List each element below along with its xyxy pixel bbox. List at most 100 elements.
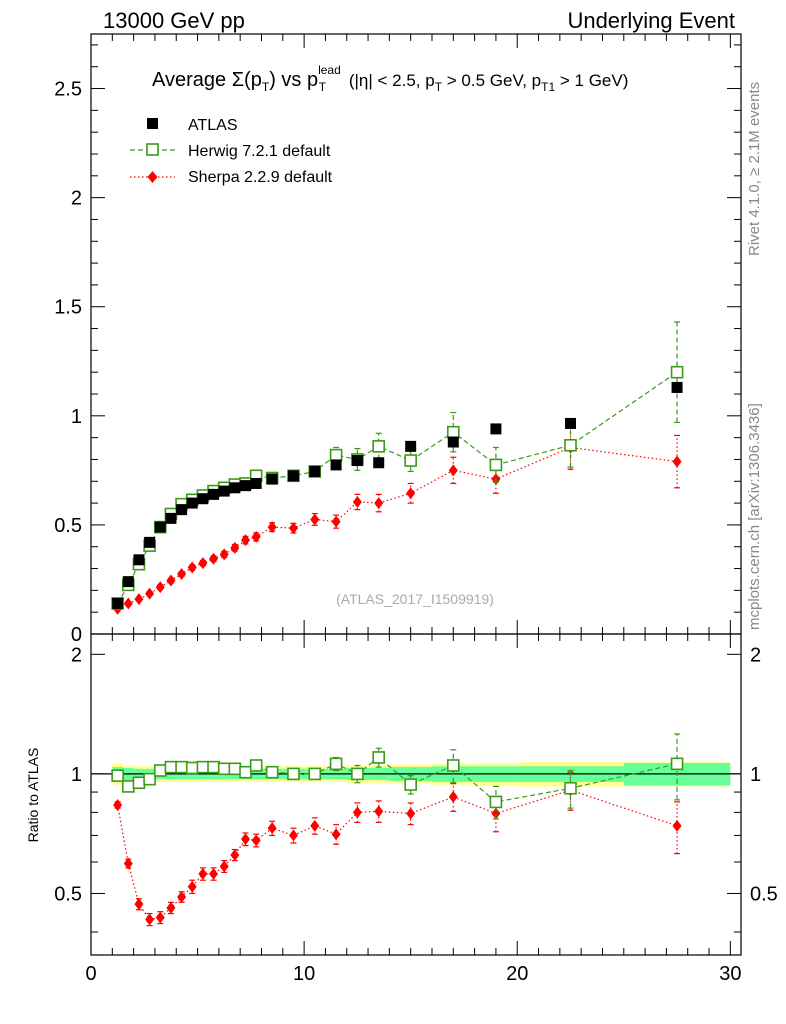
x-tick-label: 0 <box>85 963 96 985</box>
sherpa-point <box>406 487 416 500</box>
analysis-label: (ATLAS_2017_I1509919) <box>336 591 494 607</box>
herwig-ratio-point <box>265 765 279 779</box>
sherpa-point <box>155 581 165 594</box>
herwig-point <box>489 458 503 472</box>
x-tick-label: 30 <box>719 963 741 985</box>
x-tick-label: 10 <box>293 963 315 985</box>
atlas-point <box>250 477 262 489</box>
sherpa-ratio-point <box>448 790 458 803</box>
atlas-point <box>186 497 198 509</box>
sherpa-point <box>331 515 341 528</box>
legend-herwig-marker <box>146 143 159 156</box>
sherpa-ratio-point <box>113 799 123 812</box>
legend: ATLAS Herwig 7.2.1 default Sherpa 2.2.9 … <box>130 117 333 186</box>
title-sup-lead: lead <box>318 63 341 77</box>
title-cut2: > 0.5 GeV, p <box>442 71 541 90</box>
herwig-ratio-point <box>175 760 188 774</box>
main-y-tick-label: 1 <box>71 406 82 428</box>
legend-atlas-label: ATLAS <box>188 117 238 134</box>
herwig-ratio-point <box>111 769 124 782</box>
main-y-tick-label: 2.5 <box>54 79 82 101</box>
sherpa-ratio-point <box>491 807 501 820</box>
sherpa-ratio-point <box>672 819 682 832</box>
herwig-ratio-point <box>446 759 460 772</box>
sherpa-point <box>374 497 384 510</box>
header-left: 13000 GeV pp <box>103 8 245 33</box>
main-y-tick-label: 0 <box>71 624 82 646</box>
atlas-point <box>229 482 241 494</box>
x-tick-label: 20 <box>506 963 528 985</box>
title-cut1: (|η| < 2.5, p <box>344 71 435 90</box>
main-y-tick-label: 1.5 <box>54 297 82 319</box>
atlas-point <box>266 473 278 485</box>
atlas-point <box>671 381 683 393</box>
sherpa-point <box>219 548 229 561</box>
sherpa-ratio-point <box>187 880 197 893</box>
sherpa-ratio-point <box>331 828 341 841</box>
herwig-ratio-point <box>287 767 300 781</box>
title-sub-t4: T1 <box>541 80 555 94</box>
sherpa-ratio-line <box>117 789 678 921</box>
atlas-point <box>176 504 188 516</box>
herwig-ratio-point <box>308 767 322 781</box>
sherpa-ratio-point <box>241 833 251 846</box>
sherpa-line <box>117 446 678 610</box>
herwig-ratio-point <box>164 760 178 774</box>
header-right: Underlying Event <box>567 8 735 33</box>
sherpa-point <box>230 541 240 554</box>
title-sub-t1: T <box>262 80 270 94</box>
legend-sherpa-label: Sherpa 2.2.9 default <box>188 169 333 186</box>
sherpa-ratio-point <box>198 867 208 880</box>
herwig-ratio-point <box>153 764 167 777</box>
atlas-point <box>565 417 577 429</box>
sherpa-point <box>134 593 144 606</box>
sherpa-ratio-point <box>406 807 416 820</box>
sherpa-point <box>672 455 682 468</box>
sherpa-ratio-point <box>310 819 320 832</box>
herwig-ratio-point <box>670 757 684 771</box>
atlas-point <box>112 597 124 609</box>
legend-sherpa-marker <box>147 171 158 183</box>
atlas-point <box>218 485 230 497</box>
atlas-point <box>330 459 342 471</box>
sherpa-ratio-point <box>374 805 384 818</box>
title-cut3: > 1 GeV) <box>555 71 628 90</box>
title-mid: ) vs p <box>269 69 318 91</box>
herwig-ratio-point <box>228 762 242 776</box>
herwig-ratio-point <box>239 765 252 779</box>
sherpa-ratio-point <box>230 848 240 861</box>
atlas-point <box>208 488 220 500</box>
herwig-ratio-point <box>564 781 577 795</box>
sherpa-ratio-point <box>134 898 144 911</box>
ratio-y-tick-label-right: 0.5 <box>750 883 778 905</box>
herwig-ratio-point <box>404 778 417 791</box>
herwig-ratio-point <box>143 772 156 786</box>
atlas-point <box>287 470 299 482</box>
sherpa-ratio-point <box>352 806 362 819</box>
herwig-point <box>372 440 386 453</box>
main-y-tick-label: 2 <box>71 188 82 210</box>
sherpa-point <box>448 464 458 477</box>
sherpa-point <box>177 568 187 580</box>
atlas-point <box>309 465 321 477</box>
atlas-point <box>133 554 145 566</box>
sherpa-point <box>241 534 251 547</box>
sherpa-ratio-point <box>209 867 219 880</box>
atlas-point <box>122 576 134 588</box>
sherpa-point <box>267 521 277 534</box>
atlas-point <box>144 536 156 548</box>
herwig-ratio-point <box>185 761 199 775</box>
herwig-point <box>404 454 417 467</box>
sherpa-point <box>187 561 197 574</box>
atlas-point <box>373 457 385 469</box>
ratio-panel-frame <box>90 633 742 956</box>
sherpa-point <box>166 574 176 587</box>
herwig-point <box>446 425 460 439</box>
sherpa-ratio-point <box>155 911 165 924</box>
atlas-point <box>447 436 459 448</box>
sherpa-point <box>352 496 362 508</box>
herwig-point <box>670 365 684 379</box>
atlas-point <box>405 440 417 452</box>
herwig-point <box>329 448 343 462</box>
ratio-y-tick-label: 2 <box>71 644 82 666</box>
